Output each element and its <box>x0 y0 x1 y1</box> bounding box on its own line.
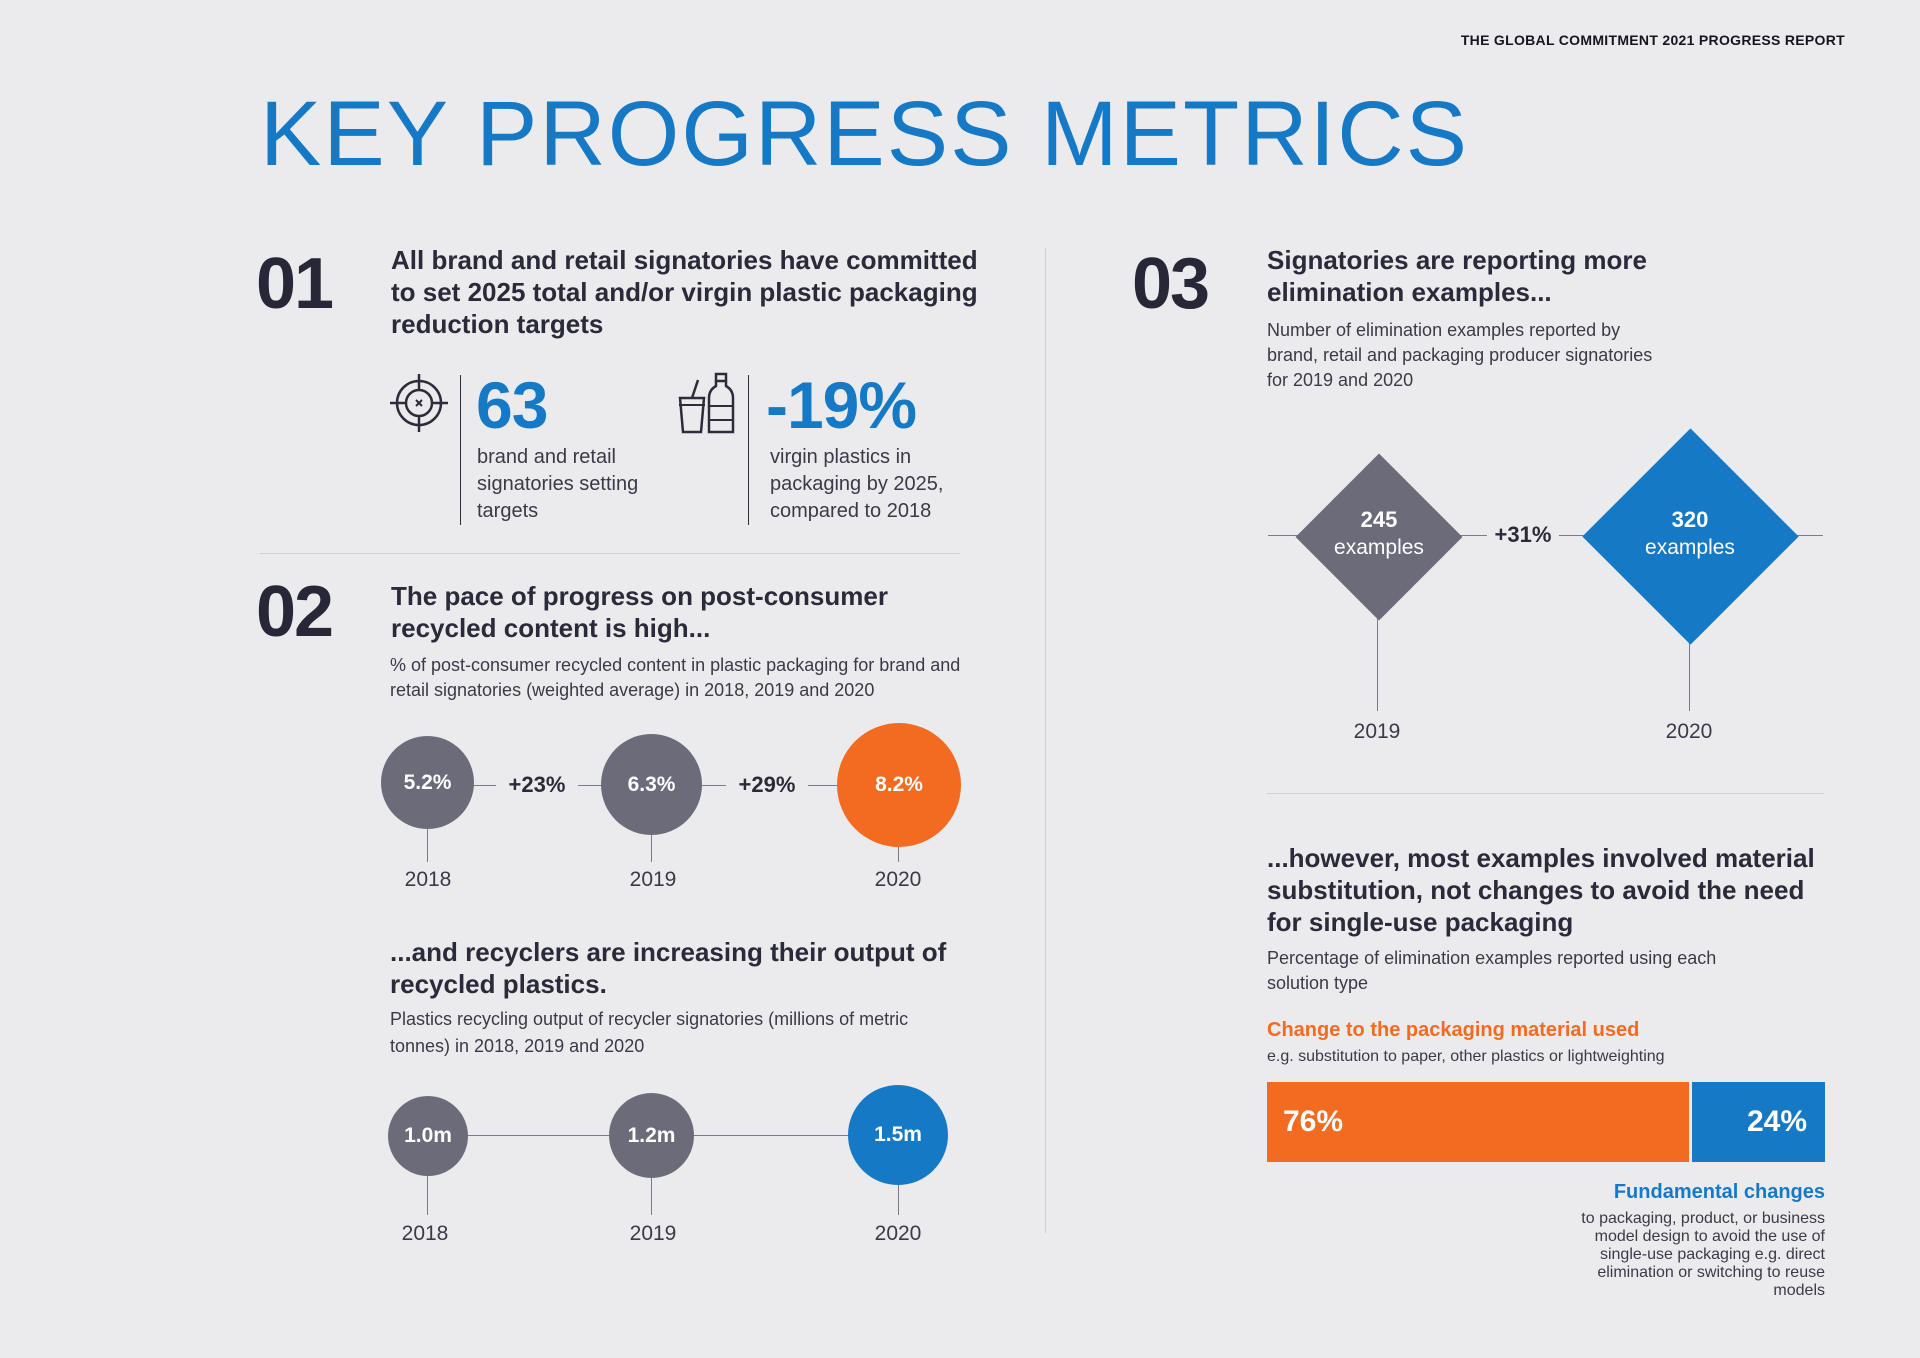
recyclers-year-tick <box>427 1175 428 1215</box>
examples-year-label: 2020 <box>1665 720 1713 743</box>
stat-63-text: brand and retail signatories setting tar… <box>477 446 639 522</box>
examples-growth-label: +31% <box>1494 522 1552 547</box>
stat-19-value: -19% <box>766 368 917 442</box>
examples-unit-2020: examples <box>1645 536 1735 559</box>
section-separator <box>260 553 960 554</box>
section-number-03: 03 <box>1132 244 1210 324</box>
material-label: Change to the packaging material used <box>1267 1019 1640 1041</box>
fundamental-bar: 24% <box>1692 1082 1825 1162</box>
solution-bar: 76% 24% <box>1267 1082 1825 1162</box>
recyclers-year-label: 2020 <box>874 1222 922 1245</box>
pcr-year-tick <box>427 828 428 862</box>
stat-19-text: virgin plastics in packaging by 2025, co… <box>770 446 944 522</box>
pcr-circle-2020: 8.2% <box>837 723 961 847</box>
pcr-growth-label <box>726 772 808 800</box>
recyclers-circle-2018: 1.0m <box>388 1096 468 1176</box>
recyclers-circle-2020: 1.5m <box>848 1085 948 1185</box>
pcr-circle-2019: 6.3% <box>601 734 702 835</box>
section-1-heading: All brand and retail signatories have co… <box>391 245 978 339</box>
pcr-year-tick <box>651 834 652 862</box>
cup-bottle-icon <box>678 372 735 434</box>
examples-label-2019: 245 examples <box>1310 506 1448 561</box>
examples-value-2019: 245 <box>1360 507 1398 532</box>
section-number-01: 01 <box>256 244 334 324</box>
examples-label-2020: 320 examples <box>1620 506 1760 561</box>
pcr-growth-label: +29% <box>738 772 796 797</box>
recyclers-description: Plastics recycling output of recycler si… <box>390 1009 909 1056</box>
material-note: e.g. substitution to paper, other plasti… <box>1267 1048 1665 1065</box>
target-icon <box>390 374 448 432</box>
stat-divider <box>748 375 749 525</box>
section-2-description: % of post-consumer recycled content in p… <box>390 655 961 700</box>
fundamental-pct: 24% <box>1746 1105 1807 1138</box>
material-bar: 76% <box>1267 1082 1689 1162</box>
stat-63-value: 63 <box>476 368 548 442</box>
stat-divider <box>460 375 461 525</box>
pcr-year-tick <box>898 846 899 862</box>
examples-year-tick <box>1377 615 1378 711</box>
pcr-growth-label <box>496 772 578 800</box>
recyclers-year-label: 2019 <box>629 1222 677 1245</box>
pcr-circle-2018: 5.2% <box>381 736 474 829</box>
section-3-description: Number of elimination examples reported … <box>1267 320 1653 390</box>
column-divider <box>1045 248 1046 1233</box>
pcr-year-label: 2018 <box>404 868 452 891</box>
recyclers-year-label: 2018 <box>401 1222 449 1245</box>
page-title: KEY PROGRESS METRICS <box>260 83 1470 185</box>
however-description: Percentage of elimination examples repor… <box>1267 948 1717 993</box>
fundamental-note: to packaging, product, or business model… <box>1581 1210 1825 1299</box>
section-2-heading: The pace of progress on post-consumer re… <box>391 581 888 643</box>
recyclers-year-tick <box>898 1184 899 1215</box>
however-heading: ...however, most examples involved mater… <box>1267 843 1815 937</box>
section-separator <box>1267 793 1824 794</box>
pcr-growth-label: +23% <box>508 772 566 797</box>
recyclers-year-tick <box>651 1176 652 1215</box>
section-number-02: 02 <box>256 572 334 652</box>
examples-value-2020: 320 <box>1671 507 1709 532</box>
examples-year-tick <box>1689 640 1690 711</box>
fundamental-label: Fundamental changes <box>1613 1181 1825 1203</box>
recyclers-heading: ...and recyclers are increasing their ou… <box>390 937 947 999</box>
bar-gap <box>1689 1082 1692 1162</box>
recyclers-circle-2019: 1.2m <box>609 1093 694 1178</box>
examples-year-label: 2019 <box>1353 720 1401 743</box>
material-pct: 76% <box>1283 1105 1344 1138</box>
examples-unit-2019: examples <box>1334 536 1424 559</box>
pcr-year-label: 2020 <box>874 868 922 891</box>
section-3-heading: Signatories are reporting more eliminati… <box>1267 245 1647 307</box>
examples-growth-label <box>1487 522 1559 550</box>
report-title: THE GLOBAL COMMITMENT 2021 PROGRESS REPO… <box>1460 32 1845 48</box>
pcr-year-label: 2019 <box>629 868 677 891</box>
